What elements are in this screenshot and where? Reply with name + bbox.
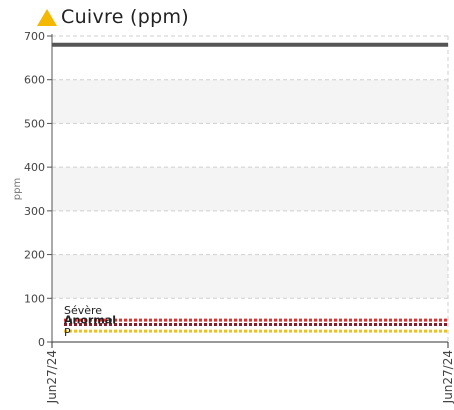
y-tick-label: 200: [24, 249, 45, 262]
y-tick-label: 0: [38, 336, 45, 349]
x-tick-label: Jun27/24: [45, 350, 59, 404]
grid-band: [52, 167, 448, 211]
y-tick-label: 500: [24, 117, 45, 130]
y-tick-label: 700: [24, 30, 45, 43]
x-tick-label: Jun27/24: [441, 350, 454, 404]
threshold-label: Anormal: [64, 314, 116, 327]
y-axis-title: ppm: [12, 178, 23, 200]
threshold-label: Sévère: [64, 304, 102, 317]
chart-header: Cuivre (ppm): [36, 4, 189, 30]
y-tick-label: 600: [24, 74, 45, 87]
grid-band: [52, 254, 448, 299]
y-tick-label: 100: [24, 292, 45, 305]
grid-band: [52, 79, 448, 124]
warning-triangle-icon: [37, 9, 57, 26]
threshold-label: P: [64, 326, 71, 339]
y-tick-label: 400: [24, 161, 45, 174]
chart-title: Cuivre (ppm): [61, 6, 190, 28]
y-tick-label: 300: [24, 205, 45, 218]
